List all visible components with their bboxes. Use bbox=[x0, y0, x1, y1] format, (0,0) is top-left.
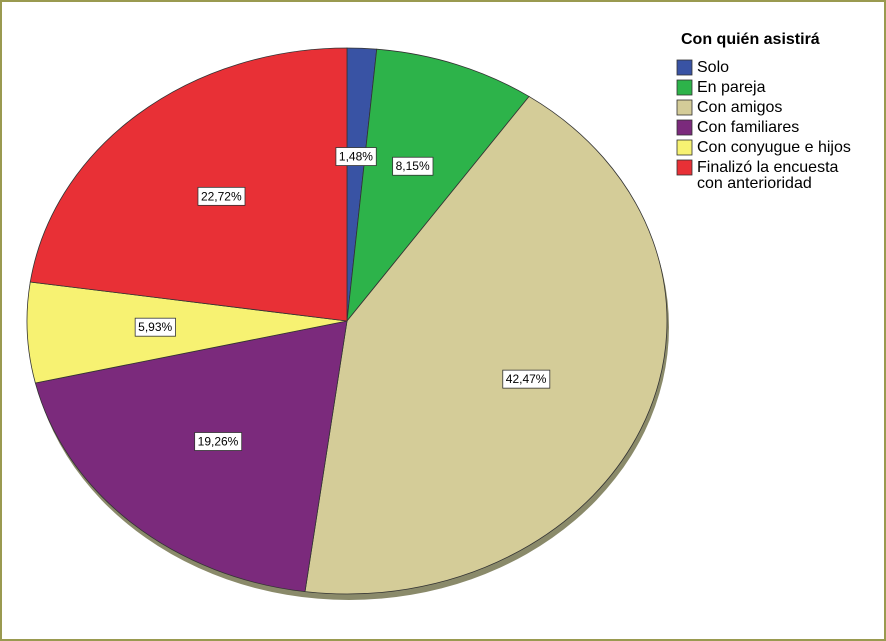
legend-title: Con quién asistirá bbox=[681, 31, 820, 48]
slice bbox=[346, 48, 530, 323]
value-label: 8,15% bbox=[396, 159, 430, 173]
value-label-box bbox=[197, 186, 246, 206]
value-label-box bbox=[392, 156, 434, 176]
slices bbox=[26, 47, 668, 595]
value-label-box bbox=[134, 317, 176, 337]
legend-swatch bbox=[676, 79, 693, 96]
value-label: 1,48% bbox=[339, 150, 373, 164]
value-label: 42,47% bbox=[506, 372, 547, 386]
legend-label: Con familiares bbox=[697, 119, 799, 136]
value-label: 22,72% bbox=[201, 189, 242, 203]
legend-label: Con amigos bbox=[697, 99, 782, 116]
value-label: 5,93% bbox=[138, 320, 172, 334]
legend-label: En pareja bbox=[697, 79, 766, 96]
labels: 1,48% 8,15% 42,47% 19,26% 5,93% 22,72% bbox=[134, 147, 551, 451]
value-label-box bbox=[502, 369, 551, 389]
slice bbox=[29, 47, 348, 322]
legend-label: Solo bbox=[697, 59, 729, 76]
legend-swatch bbox=[676, 99, 693, 116]
value-label: 19,26% bbox=[198, 435, 239, 449]
legend-swatch bbox=[676, 59, 693, 76]
legend-label: Con conyugue e hijos bbox=[697, 139, 851, 156]
legend-label: Finalizó la encuesta con anterioridad bbox=[697, 159, 839, 192]
slice bbox=[304, 95, 668, 595]
value-label-box bbox=[335, 147, 377, 166]
legend: Solo En pareja Con amigos Con familiares Con… bbox=[676, 59, 851, 192]
slice bbox=[34, 320, 348, 593]
legend-swatch bbox=[676, 139, 693, 156]
legend-swatch bbox=[676, 159, 693, 176]
value-label-box bbox=[194, 432, 243, 451]
legend-swatch bbox=[676, 119, 693, 136]
